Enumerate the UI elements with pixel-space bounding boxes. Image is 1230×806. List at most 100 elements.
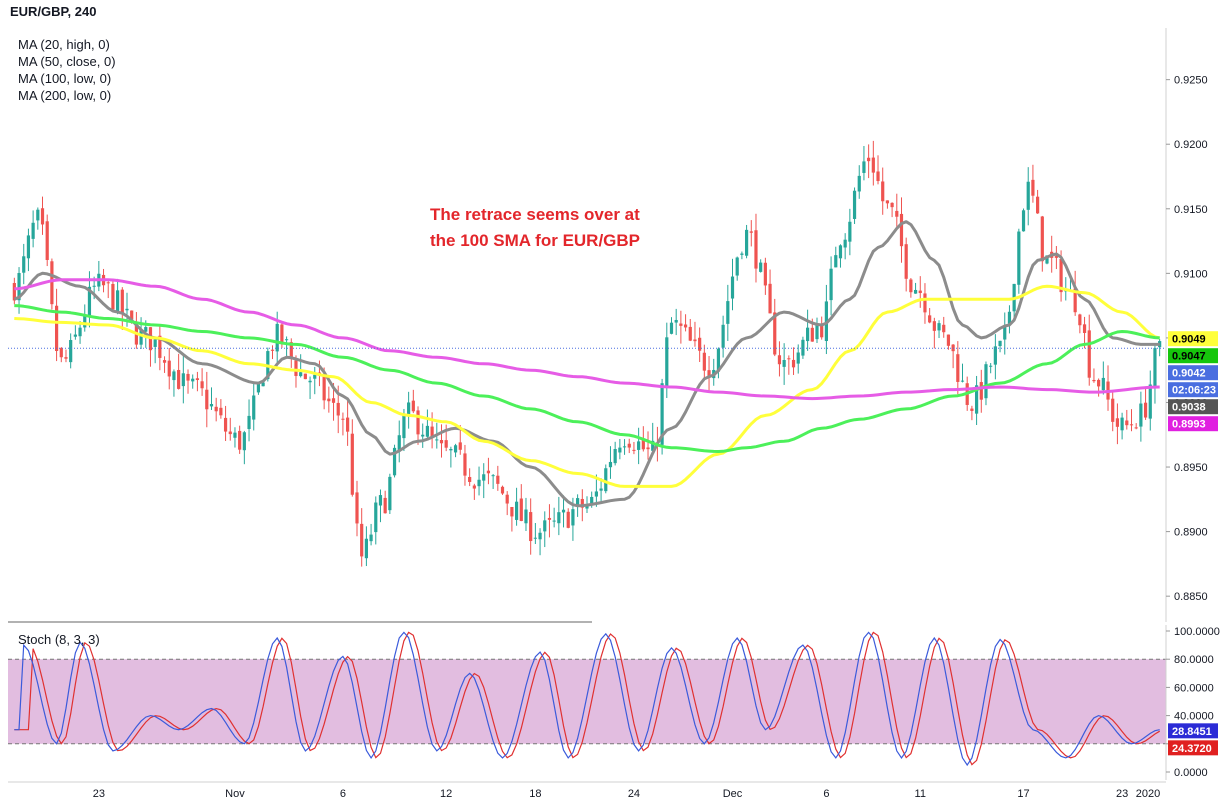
candle-body <box>913 289 918 294</box>
price-tick-label: 0.9200 <box>1174 139 1208 151</box>
candle-body <box>557 512 561 524</box>
candle-body <box>444 440 448 448</box>
candle-body <box>195 378 200 381</box>
candle-body <box>275 323 279 352</box>
price-pane[interactable] <box>8 140 1166 567</box>
candle-body <box>162 360 167 363</box>
candle-body <box>472 485 476 489</box>
candle-body <box>895 210 899 217</box>
candle-body <box>1007 311 1012 324</box>
candle-body <box>942 324 946 333</box>
candle-body <box>453 445 458 453</box>
ma200-line <box>14 278 1160 401</box>
candle-body <box>144 327 148 332</box>
candle-body <box>247 415 251 430</box>
price-tick-label: 0.8900 <box>1174 527 1208 539</box>
candle-body <box>36 209 40 221</box>
candle-body <box>125 308 129 311</box>
ma100-line <box>14 304 1160 453</box>
candle-body <box>505 494 509 504</box>
stoch-tick-label: 40.0000 <box>1174 711 1214 723</box>
candle-body <box>172 371 176 381</box>
candle-body <box>989 365 993 367</box>
candle-body <box>83 315 87 328</box>
candle-body <box>782 360 786 367</box>
candle-body <box>416 410 420 435</box>
time-tick-label: 6 <box>340 788 346 800</box>
candle-body <box>829 268 833 301</box>
candle-body <box>604 468 608 492</box>
candle-body <box>186 373 190 381</box>
ma20-line <box>13 220 1160 508</box>
candle-body <box>327 398 331 402</box>
candle-body <box>749 231 753 233</box>
candle-body <box>468 476 472 482</box>
candle-body <box>735 257 739 276</box>
indicator-ma200[interactable]: MA (200, low, 0) <box>18 88 112 103</box>
candle-body <box>1054 256 1058 258</box>
candle-body <box>270 349 275 351</box>
candle-body <box>1021 210 1026 232</box>
candle-body <box>852 190 857 219</box>
candle-body <box>740 253 744 255</box>
indicator-ma100[interactable]: MA (100, low, 0) <box>18 71 112 86</box>
candle-body <box>421 434 425 437</box>
candle-body <box>576 498 580 507</box>
ma50-line <box>14 284 1161 488</box>
candle-body <box>909 279 913 293</box>
candle-body <box>496 475 500 484</box>
price-tick-label: 0.8850 <box>1174 591 1208 603</box>
candle-body <box>566 511 570 528</box>
candle-body <box>974 385 979 414</box>
candle-body <box>1143 402 1148 418</box>
candle-body <box>519 498 523 521</box>
candle-body <box>810 327 814 342</box>
candle-body <box>242 432 246 451</box>
candle-body <box>1031 179 1035 196</box>
annotation-line-2: the 100 SMA for EUR/GBP <box>430 231 641 250</box>
stoch-pane[interactable] <box>8 631 1166 767</box>
candle-body <box>1078 314 1082 326</box>
indicator-ma20[interactable]: MA (20, high, 0) <box>18 37 110 52</box>
candle-body <box>87 286 92 316</box>
time-tick-label: 23 <box>93 788 105 800</box>
time-tick-label: 11 <box>915 788 926 800</box>
price-badge-label: 0.9038 <box>1172 402 1206 414</box>
price-badge-label: 0.9042 <box>1172 368 1206 380</box>
candle-body <box>665 337 669 386</box>
candle-body <box>937 323 941 331</box>
candle-body <box>547 517 552 520</box>
candle-body <box>960 380 965 382</box>
candle-body <box>1003 325 1007 340</box>
price-badge <box>1168 348 1218 364</box>
stoch-badge-label: 28.8451 <box>1172 726 1212 738</box>
candle-body <box>233 432 237 438</box>
time-tick-label: 24 <box>628 788 640 800</box>
candle-body <box>1059 258 1063 293</box>
indicator-ma50[interactable]: MA (50, close, 0) <box>18 54 116 69</box>
candle-body <box>308 380 312 383</box>
candle-body <box>177 369 181 389</box>
candle-body <box>116 290 120 312</box>
chart-annotation: The retrace seems over at the 100 SMA fo… <box>430 202 750 254</box>
candle-body <box>529 512 533 542</box>
candle-body <box>486 470 491 474</box>
candle-body <box>946 334 951 346</box>
candle-body <box>730 276 735 299</box>
candle-body <box>214 406 218 412</box>
candle-body <box>111 283 115 310</box>
candle-body <box>608 461 613 468</box>
candle-body <box>50 261 54 305</box>
stoch-badge <box>1168 723 1218 739</box>
price-badge <box>1168 365 1218 381</box>
candle-body <box>857 175 861 192</box>
candle-body <box>613 449 617 464</box>
candle-body <box>219 407 223 416</box>
candle-body <box>552 520 556 522</box>
stoch-label[interactable]: Stoch (8, 3, 3) <box>18 632 100 647</box>
candle-body <box>979 382 983 400</box>
price-tick-label: 0.8950 <box>1174 462 1208 474</box>
price-badge-label: 0.9047 <box>1172 351 1206 363</box>
candle-body <box>17 273 21 301</box>
